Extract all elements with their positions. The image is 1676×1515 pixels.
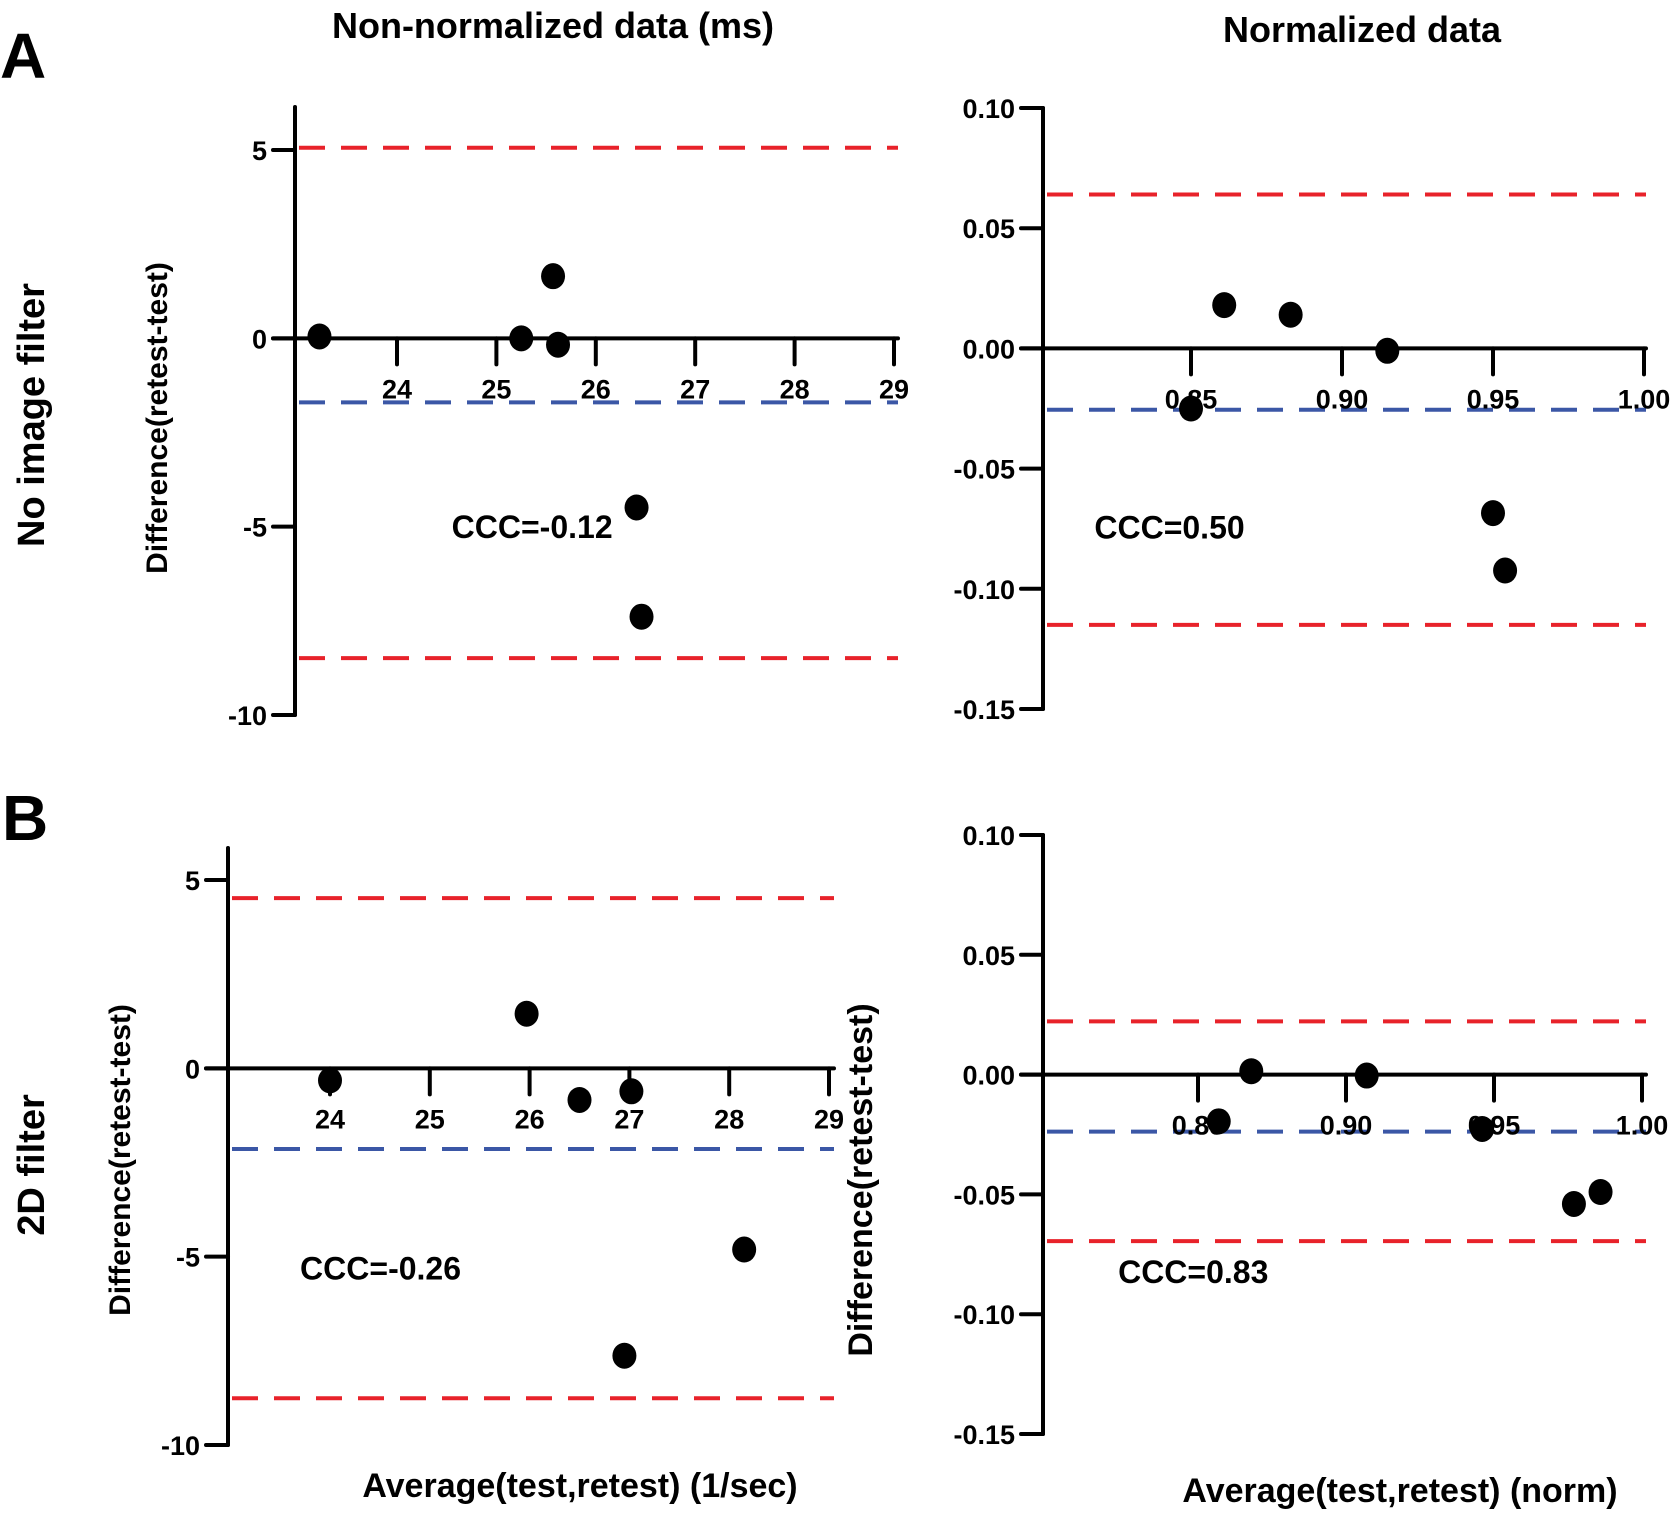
y-axis-title-b-right: Difference(retest-test) xyxy=(842,1003,880,1356)
panel-b-left: 5 0 -5 -10 24 25 26 27 28 29 CCC=-0.26 xyxy=(161,846,844,1461)
ccc-annotation: CCC=0.50 xyxy=(1094,509,1244,545)
data-point xyxy=(732,1236,757,1263)
x-tick-label: 27 xyxy=(614,1104,644,1134)
data-point xyxy=(612,1342,637,1369)
y-tick-label: -0.15 xyxy=(953,695,1015,725)
y-tick-label: -0.05 xyxy=(953,1180,1015,1210)
y-tick-label: -5 xyxy=(243,513,267,543)
data-point xyxy=(1588,1179,1613,1206)
x-axis-title-b-left: Average(test,retest) (1/sec) xyxy=(362,1467,797,1505)
y-tick-label: 0.05 xyxy=(962,214,1015,244)
data-point xyxy=(1481,500,1505,527)
y-tick-label: -10 xyxy=(228,701,267,731)
x-axis-title-b-right: Average(test,retest) (norm) xyxy=(1182,1472,1617,1510)
row-title-2d-filter: 2D filter xyxy=(11,1094,53,1236)
y-tick-label: 5 xyxy=(252,136,267,166)
data-point xyxy=(541,263,566,290)
y-tick-label: 0.10 xyxy=(962,94,1015,124)
data-point xyxy=(1278,301,1303,328)
x-tick-label: 29 xyxy=(814,1104,844,1134)
x-tick-label: 24 xyxy=(382,374,412,404)
y-tick-label: -0.10 xyxy=(953,575,1015,605)
x-tick-label: 24 xyxy=(315,1104,345,1134)
x-tick-label: 26 xyxy=(581,374,611,404)
y-tick-label: -10 xyxy=(161,1431,200,1461)
y-tick-label: 0.00 xyxy=(962,1061,1015,1091)
data-point xyxy=(567,1086,592,1113)
y-tick-label: -0.05 xyxy=(953,455,1015,485)
data-point xyxy=(1375,337,1400,364)
data-point xyxy=(619,1078,644,1105)
data-point xyxy=(546,331,571,358)
x-tick-label: 28 xyxy=(780,374,810,404)
data-point xyxy=(307,323,332,350)
data-point xyxy=(1561,1190,1586,1217)
data-point xyxy=(1212,292,1237,319)
x-tick-label: 0.90 xyxy=(1320,1111,1373,1141)
data-point xyxy=(1206,1108,1231,1135)
x-tick-label: 27 xyxy=(680,374,710,404)
ccc-annotation: CCC=0.83 xyxy=(1118,1254,1268,1290)
data-point xyxy=(514,1000,539,1027)
x-tick-label: 1.00 xyxy=(1616,1111,1669,1141)
y-tick-label: 0 xyxy=(185,1054,200,1084)
x-tick-label: 28 xyxy=(714,1104,744,1134)
column-title-non-normalized: Non-normalized data (ms) xyxy=(332,5,774,46)
data-point xyxy=(1239,1058,1264,1085)
data-point xyxy=(1470,1115,1495,1142)
x-tick-label: 25 xyxy=(481,374,511,404)
data-point xyxy=(1179,395,1203,422)
x-tick-label: 0.90 xyxy=(1316,384,1369,414)
data-point xyxy=(318,1067,342,1094)
data-point xyxy=(1354,1062,1379,1089)
y-tick-label: 0.10 xyxy=(962,821,1015,851)
x-tick-label: 29 xyxy=(879,374,909,404)
data-point xyxy=(1493,557,1518,584)
y-axis-title-a-left: Difference(retest-test) xyxy=(141,262,174,574)
x-tick-label: 1.00 xyxy=(1618,384,1671,414)
panel-a-right: 0.100.050.00-0.05-0.10-0.150.850.900.951… xyxy=(953,94,1670,725)
y-tick-label: -0.15 xyxy=(953,1420,1015,1450)
y-tick-label: -5 xyxy=(176,1243,200,1273)
y-tick-label: 0 xyxy=(252,324,267,354)
column-title-normalized: Normalized data xyxy=(1223,9,1502,50)
x-tick-label: 0.95 xyxy=(1467,384,1520,414)
panel-letter-b: B xyxy=(2,782,48,854)
x-tick-label: 26 xyxy=(515,1104,545,1134)
y-tick-label: 0.05 xyxy=(962,941,1015,971)
y-tick-label: 0.00 xyxy=(962,334,1015,364)
panel-a-left: 5 0 -5 -10 24 25 26 27 28 29 CCC=-0.12 xyxy=(228,105,909,731)
x-tick-label: 25 xyxy=(415,1104,445,1134)
ccc-annotation: CCC=-0.12 xyxy=(452,509,613,545)
y-tick-label: -0.10 xyxy=(953,1300,1015,1330)
panel-letter-a: A xyxy=(0,20,46,92)
y-axis-title-b-left: Difference(retest-test) xyxy=(104,1004,137,1316)
row-title-no-image-filter: No image filter xyxy=(11,283,53,547)
ccc-annotation: CCC=-0.26 xyxy=(300,1250,461,1286)
panel-b-right: 0.100.050.00-0.05-0.10-0.150.85 0.90 0.95 1… xyxy=(953,821,1668,1450)
data-point xyxy=(629,603,654,630)
y-tick-label: 5 xyxy=(185,866,200,896)
data-point xyxy=(509,325,534,352)
data-point xyxy=(624,494,649,521)
